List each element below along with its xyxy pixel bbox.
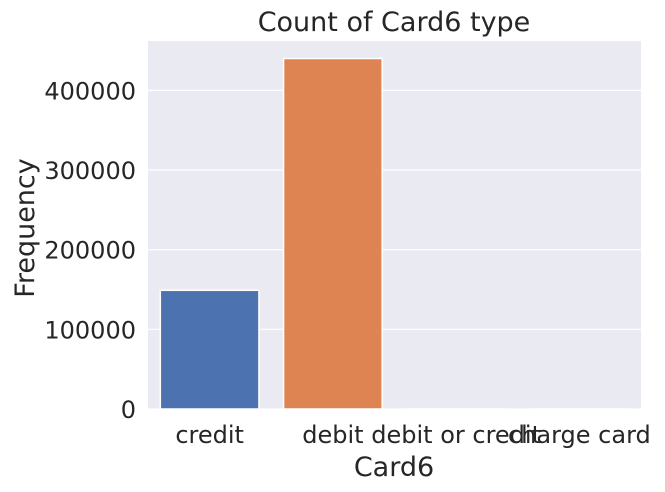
x-tick-label: debit or credit — [371, 421, 541, 449]
bars — [159, 57, 630, 410]
x-tick-label: debit — [302, 421, 363, 449]
y-tick-label: 0 — [121, 396, 136, 424]
y-axis-label: Frequency — [10, 158, 41, 298]
x-tick-label: charge card — [508, 421, 651, 449]
chart-title: Count of Card6 type — [258, 7, 531, 38]
x-axis-label: Card6 — [354, 452, 434, 483]
y-tick-labels: 0 100000 200000 300000 400000 — [44, 77, 136, 424]
x-tick-label: credit — [175, 421, 244, 449]
y-tick-label: 400000 — [44, 77, 136, 105]
y-tick-label: 100000 — [44, 316, 136, 344]
y-tick-label: 300000 — [44, 157, 136, 185]
bar-debit — [282, 57, 383, 410]
bar-credit — [159, 289, 260, 410]
y-tick-label: 200000 — [44, 237, 136, 265]
